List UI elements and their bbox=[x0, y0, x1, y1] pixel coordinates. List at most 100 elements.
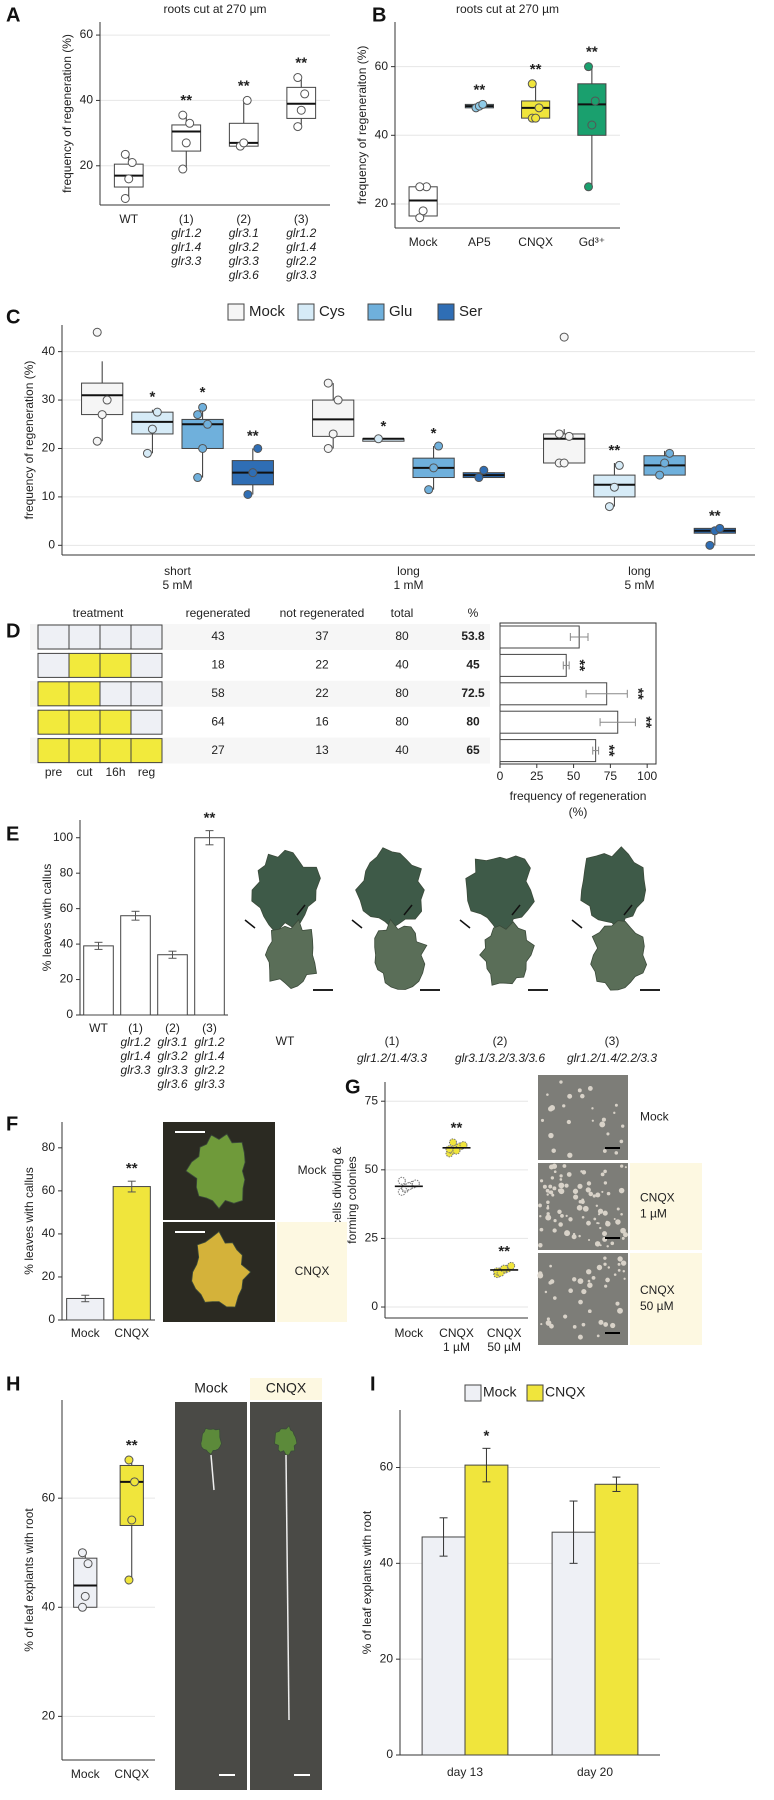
image-label: CNQX bbox=[266, 1380, 307, 1396]
image-label: Mock bbox=[298, 1163, 328, 1177]
image-caption: WT bbox=[276, 1034, 295, 1048]
photo-cell bbox=[618, 1187, 625, 1194]
photo-cell bbox=[542, 1184, 547, 1189]
treatment-cell bbox=[37, 681, 70, 707]
photo-cell bbox=[620, 1227, 626, 1234]
x-tick-label: glr1.2 bbox=[171, 226, 201, 240]
treatment-cell bbox=[68, 709, 101, 735]
table-cell: 80 bbox=[395, 629, 409, 643]
panel-letter: A bbox=[6, 4, 20, 26]
photo-cell bbox=[559, 1174, 563, 1178]
x-tick-label: glr3.6 bbox=[157, 1077, 187, 1091]
y-tick-label: 100 bbox=[53, 830, 73, 844]
photo-cell bbox=[578, 1199, 583, 1204]
y-tick-label: 60 bbox=[42, 1183, 56, 1197]
legend-label: Mock bbox=[483, 1384, 517, 1400]
data-point bbox=[178, 110, 188, 120]
photo-cell bbox=[580, 1093, 585, 1099]
treatment-step: cut bbox=[76, 765, 93, 779]
bar bbox=[551, 1531, 596, 1756]
y-tick-label: 20 bbox=[42, 1269, 56, 1283]
photo-cell bbox=[605, 1221, 611, 1227]
photo-cell bbox=[603, 1262, 607, 1266]
significance: ** bbox=[709, 507, 721, 524]
photo-cell bbox=[552, 1228, 557, 1233]
x-tick-label: 5 mM bbox=[625, 578, 655, 592]
treatment-cell bbox=[37, 738, 70, 764]
box bbox=[81, 382, 124, 416]
data-point bbox=[449, 1138, 457, 1147]
treatment-cell bbox=[130, 709, 163, 735]
x-tick-label: Mock bbox=[71, 1767, 101, 1781]
photo bbox=[538, 1075, 628, 1160]
arrow bbox=[403, 904, 413, 916]
x-tick-label: CNQX bbox=[487, 1326, 522, 1340]
y-tick-label: 60 bbox=[375, 59, 389, 73]
legend-swatch bbox=[437, 303, 455, 321]
significance: ** bbox=[586, 44, 598, 61]
x-tick-label: glr3.2 bbox=[229, 240, 259, 254]
significance: * bbox=[149, 389, 155, 406]
photo-cell bbox=[588, 1191, 594, 1197]
photo-cell bbox=[593, 1217, 597, 1221]
y-tick-label: 30 bbox=[42, 392, 56, 406]
photo-cell bbox=[551, 1148, 556, 1153]
data-point bbox=[415, 182, 425, 192]
photo-cell bbox=[572, 1324, 577, 1329]
photo-cell bbox=[597, 1213, 601, 1216]
photo-cell bbox=[557, 1209, 562, 1215]
photo-cell bbox=[595, 1192, 601, 1198]
photo-cell bbox=[545, 1214, 552, 1221]
photo-cell bbox=[573, 1194, 579, 1200]
photo-cell bbox=[546, 1206, 550, 1210]
image-label: Mock bbox=[640, 1110, 670, 1124]
x-tick-label: 50 µM bbox=[487, 1340, 521, 1354]
y-tick-label: 40 bbox=[42, 1226, 56, 1240]
arrow bbox=[244, 919, 256, 929]
treatment-cell bbox=[99, 624, 132, 650]
arrow bbox=[459, 919, 471, 929]
significance: ** bbox=[126, 1160, 138, 1177]
table-cell: 22 bbox=[315, 686, 329, 700]
legend-swatch bbox=[297, 303, 315, 321]
data-point bbox=[429, 463, 439, 473]
treatment-cell bbox=[37, 709, 70, 735]
photo-cell bbox=[559, 1080, 563, 1084]
significance: ** bbox=[571, 660, 588, 672]
treatment-cell bbox=[130, 681, 163, 707]
table-cell: 80 bbox=[395, 714, 409, 728]
photo-cell bbox=[602, 1149, 607, 1153]
table-cell: 16 bbox=[315, 714, 329, 728]
photo-cell bbox=[560, 1213, 564, 1218]
bar bbox=[194, 837, 225, 1016]
image-caption: (1) bbox=[385, 1034, 400, 1048]
data-point bbox=[474, 473, 484, 483]
photo-cell bbox=[613, 1217, 616, 1221]
data-point bbox=[527, 79, 537, 89]
x-tick-label: 50 bbox=[567, 769, 581, 783]
table-cell: 80 bbox=[466, 714, 480, 728]
significance: ** bbox=[204, 810, 216, 827]
significance: ** bbox=[530, 61, 542, 78]
data-point bbox=[590, 96, 600, 106]
data-point bbox=[124, 1575, 134, 1585]
photo-root bbox=[285, 1454, 290, 1721]
data-point bbox=[397, 1176, 406, 1185]
y-axis-label: forming colonies bbox=[345, 1156, 359, 1243]
photo-cell bbox=[551, 1193, 555, 1197]
treatment-step: reg bbox=[138, 765, 155, 779]
photo-cell bbox=[597, 1208, 604, 1214]
bar bbox=[464, 1464, 509, 1756]
x-tick-label: glr3.3 bbox=[286, 268, 316, 282]
treatment-cell bbox=[37, 624, 70, 650]
x-tick-label: Gd³⁺ bbox=[579, 235, 605, 249]
photo-cell bbox=[601, 1117, 606, 1122]
treatment-cell bbox=[99, 681, 132, 707]
image-label: CNQX bbox=[640, 1283, 675, 1297]
photo-cell bbox=[577, 1334, 583, 1340]
legend-swatch bbox=[227, 303, 245, 321]
photo-cell bbox=[622, 1270, 626, 1273]
photo-cell bbox=[596, 1222, 599, 1225]
photo-leaf bbox=[479, 921, 535, 986]
data-point bbox=[609, 482, 619, 492]
